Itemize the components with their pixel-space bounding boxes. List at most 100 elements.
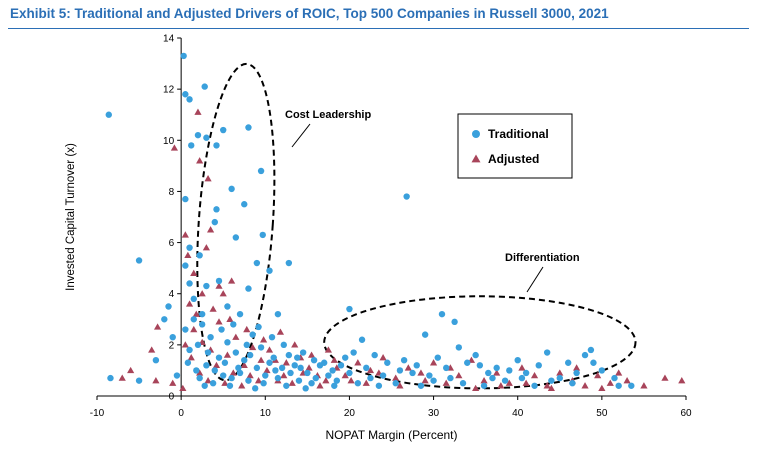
x-tick-label: 20 xyxy=(344,408,356,419)
traditional-point xyxy=(514,357,521,364)
adjusted-point xyxy=(455,371,463,379)
traditional-point xyxy=(464,359,471,366)
traditional-point xyxy=(198,321,206,328)
title-rule xyxy=(8,28,749,29)
adjusted-point xyxy=(190,325,198,333)
traditional-point xyxy=(232,234,240,241)
differentiation-ellipse xyxy=(323,295,637,390)
traditional-point xyxy=(169,333,176,341)
traditional-point xyxy=(257,167,265,175)
adjusted-point xyxy=(246,371,254,379)
traditional-point xyxy=(243,341,250,349)
traditional-point xyxy=(215,354,223,361)
adjusted-point xyxy=(187,354,195,361)
adjusted-point xyxy=(229,369,237,376)
adjusted-point xyxy=(212,361,221,369)
x-tick-label: 50 xyxy=(596,408,608,419)
traditional-point xyxy=(152,357,160,364)
traditional-point xyxy=(358,336,366,343)
adjusted-point xyxy=(429,359,438,366)
adjusted-point xyxy=(152,377,160,384)
traditional-point xyxy=(253,259,261,267)
adjusted-point xyxy=(322,377,330,384)
adjusted-point xyxy=(288,379,296,386)
traditional-point xyxy=(186,346,193,354)
traditional-point xyxy=(182,326,189,333)
adjusted-point xyxy=(179,384,187,392)
traditional-point xyxy=(262,372,269,379)
traditional-point xyxy=(182,262,189,269)
adjusted-point xyxy=(480,377,488,384)
traditional-point xyxy=(312,374,319,382)
adjusted-point xyxy=(206,226,215,233)
adjusted-point xyxy=(594,371,602,379)
traditional-point xyxy=(173,372,181,379)
adjusted-point xyxy=(581,382,589,389)
traditional-point xyxy=(182,91,189,98)
adjusted-point xyxy=(280,371,288,379)
traditional-point xyxy=(165,303,172,310)
adjusted-point xyxy=(209,305,217,312)
traditional-point xyxy=(194,131,202,139)
adjusted-point xyxy=(392,374,400,381)
adjusted-point xyxy=(243,325,251,333)
chart-legend: Traditional Adjusted xyxy=(457,113,573,179)
traditional-point xyxy=(459,380,467,387)
legend-box xyxy=(457,113,573,179)
traditional-point xyxy=(587,346,595,354)
adjusted-point xyxy=(153,323,162,330)
traditional-point xyxy=(196,252,203,259)
traditional-point xyxy=(430,377,437,384)
traditional-point xyxy=(417,382,425,389)
traditional-point xyxy=(295,377,303,384)
adjusted-point xyxy=(678,377,686,384)
adjusted-point xyxy=(347,377,355,384)
traditional-point xyxy=(548,377,555,384)
traditional-point xyxy=(226,382,234,389)
traditional-point xyxy=(426,372,433,379)
x-tick-label: 60 xyxy=(680,408,692,419)
traditional-point xyxy=(367,374,374,382)
adjusted-point xyxy=(396,382,404,389)
traditional-point xyxy=(207,333,214,341)
traditional-point xyxy=(615,382,622,389)
traditional-point xyxy=(184,359,192,366)
adjusted-point xyxy=(215,282,223,289)
traditional-point xyxy=(213,206,220,213)
adjusted-point xyxy=(276,328,285,335)
traditional-point xyxy=(320,359,328,366)
traditional-point xyxy=(350,349,357,356)
exhibit-title: Exhibit 5: Traditional and Adjusted Driv… xyxy=(10,6,609,21)
traditional-point xyxy=(506,367,513,374)
traditional-point xyxy=(455,344,463,351)
traditional-point xyxy=(186,96,193,103)
traditional-point xyxy=(270,354,277,361)
traditional-point xyxy=(354,380,362,387)
traditional-point xyxy=(342,354,349,361)
traditional-point xyxy=(221,359,229,366)
adjusted-point xyxy=(661,374,669,381)
adjusted-point xyxy=(341,371,349,379)
traditional-point xyxy=(400,357,408,364)
traditional-point xyxy=(325,372,332,379)
y-tick-label: 12 xyxy=(163,85,175,96)
traditional-point xyxy=(135,257,143,264)
traditional-point xyxy=(346,369,353,377)
traditional-point xyxy=(211,367,218,374)
adjusted-point xyxy=(260,336,268,343)
y-tick-label: 4 xyxy=(169,289,175,300)
traditional-point xyxy=(228,374,235,382)
adjusted-point xyxy=(640,382,648,389)
traditional-point xyxy=(434,354,441,361)
adjusted-point xyxy=(181,341,189,348)
traditional-point xyxy=(375,382,383,389)
adjusted-point xyxy=(263,366,271,374)
adjusted-point xyxy=(362,379,370,386)
traditional-point xyxy=(409,369,416,377)
adjusted-point xyxy=(615,369,623,376)
traditional-point xyxy=(251,385,259,392)
adjusted-point xyxy=(196,369,204,376)
adjusted-point xyxy=(228,277,236,284)
traditional-point xyxy=(421,331,429,338)
